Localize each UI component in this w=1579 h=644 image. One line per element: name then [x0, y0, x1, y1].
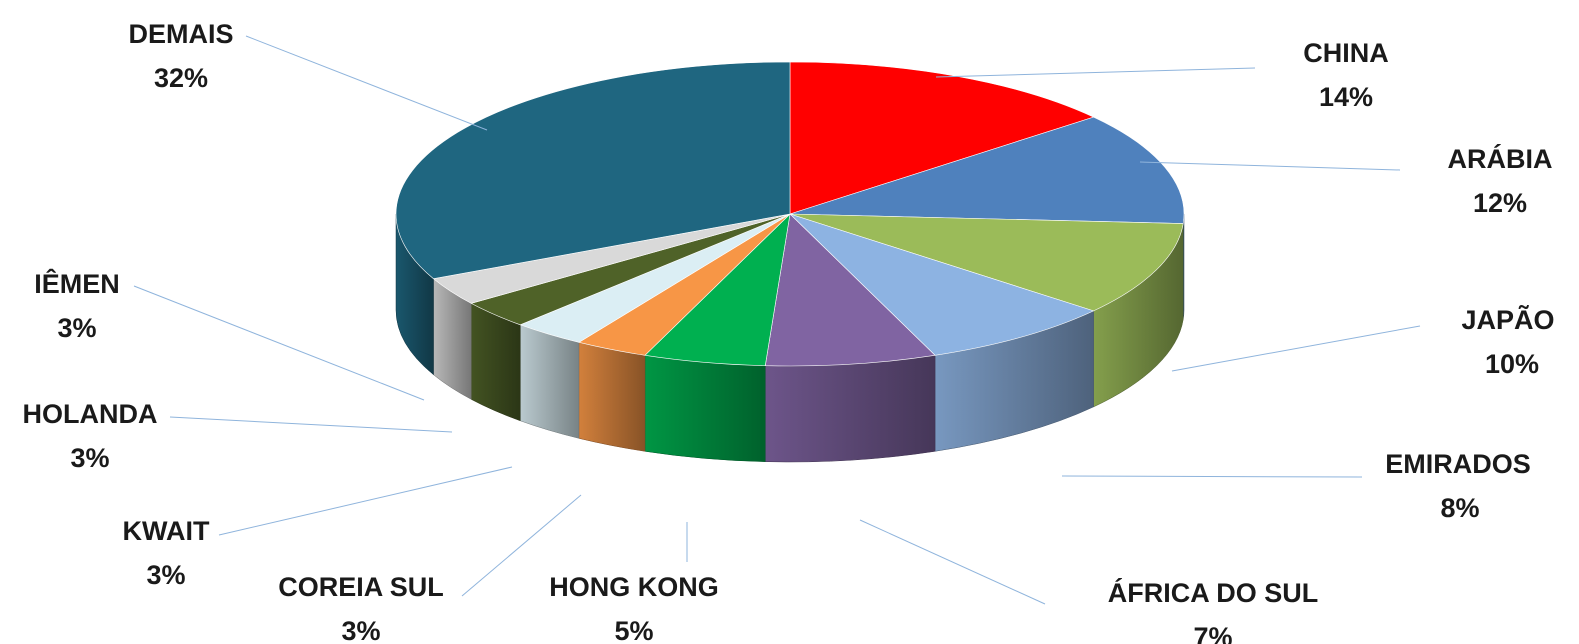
leader-line-emirados [1061, 475, 1363, 478]
slice-emirados [789, 213, 1095, 356]
slice-side-africa-do-sul [765, 355, 936, 463]
label-china: CHINA [1303, 38, 1389, 68]
label-holanda: HOLANDA [23, 399, 158, 429]
value-label-japao: 10% [1485, 349, 1539, 379]
leader-line-demais [245, 35, 488, 131]
pie-sides [395, 213, 1185, 463]
value-label-kwait: 3% [146, 560, 185, 590]
label-kwait: KWAIT [123, 516, 210, 546]
value-label-coreia-sul: 3% [341, 616, 380, 644]
slice-africa-do-sul [764, 213, 936, 367]
leader-line-china [935, 67, 1256, 78]
label-coreia-sul: COREIA SUL [278, 572, 444, 602]
data-labels: CHINA 14% ARÁBIA 12% JAPÃO 10% EMIRADOS 8% ÁFRIC… [23, 19, 1555, 644]
leader-lines [133, 35, 1421, 605]
leader-line-kwait [218, 466, 513, 536]
label-emirados: EMIRADOS [1385, 449, 1531, 479]
value-label-emirados: 8% [1440, 493, 1479, 523]
value-label-demais: 32% [154, 63, 208, 93]
slice-side-coreia-sul [578, 342, 646, 452]
leader-line-japao [1171, 325, 1421, 372]
label-japao: JAPÃO [1461, 304, 1554, 335]
label-africa-do-sul: ÁFRICA DO SUL [1108, 577, 1319, 608]
pie-tops [395, 61, 1185, 367]
label-demais: DEMAIS [128, 19, 233, 49]
value-label-china: 14% [1319, 82, 1373, 112]
value-label-africa-do-sul: 7% [1193, 622, 1232, 644]
slice-arabia [789, 116, 1185, 224]
leader-line-holanda [169, 416, 453, 433]
leader-line-coreia-sul [461, 494, 582, 597]
value-label-iemen: 3% [57, 313, 96, 343]
label-arabia: ARÁBIA [1448, 143, 1553, 174]
value-label-holanda: 3% [70, 443, 109, 473]
slice-japao [789, 213, 1184, 312]
leader-line-arabia [1139, 161, 1401, 171]
value-label-arabia: 12% [1473, 188, 1527, 218]
slice-side-kwait [520, 324, 580, 439]
value-label-hong-kong: 5% [614, 616, 653, 644]
leader-line-iemen [133, 285, 425, 401]
slice-demais [395, 61, 791, 280]
label-iemen: IÊMEN [34, 268, 120, 299]
slice-side-hong-kong [644, 355, 766, 462]
label-hong-kong: HONG KONG [549, 572, 719, 602]
leader-line-africa-do-sul [859, 519, 1046, 605]
